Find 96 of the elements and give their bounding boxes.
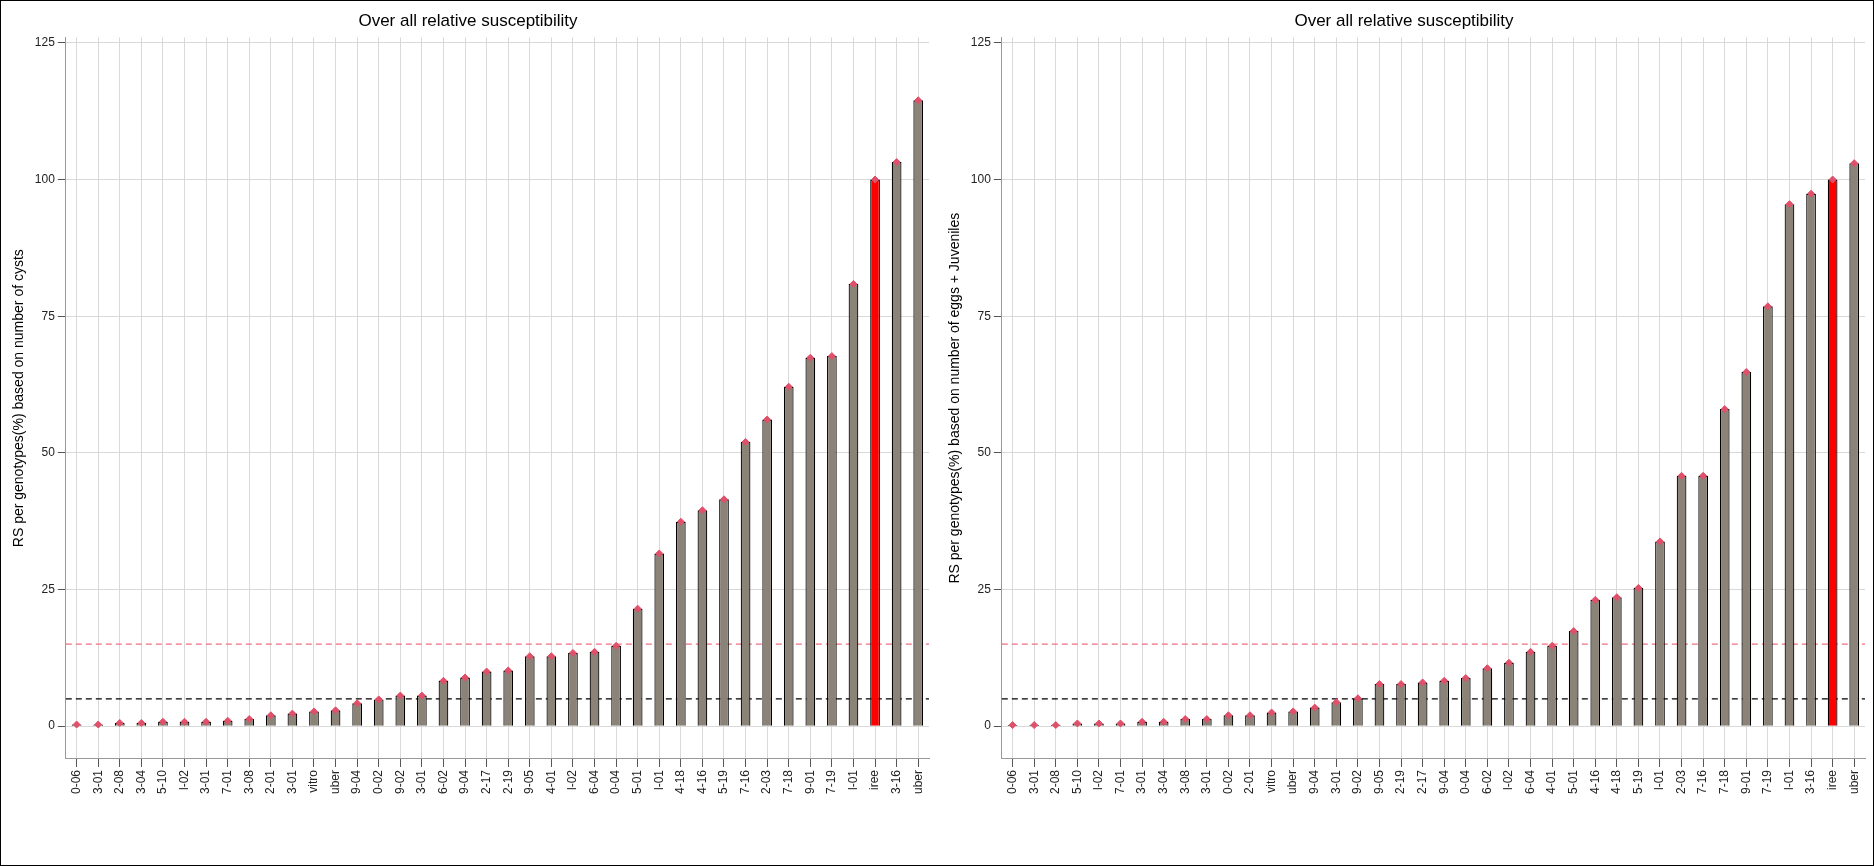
x-tick-label: 2-01	[1242, 769, 1257, 795]
x-tick-label: 6-02	[435, 769, 450, 795]
x-tick-label: 3-01	[284, 769, 299, 795]
x-tick-label: 9-04	[1307, 769, 1322, 795]
x-tick-label: 5-19	[716, 769, 731, 795]
y-tick-label: 75	[41, 308, 56, 323]
x-tick-label: uber	[910, 769, 925, 795]
x-tick-label: 6-04	[586, 769, 601, 795]
x-tick-label: 4-16	[694, 769, 709, 795]
y-tick-label: 0	[984, 718, 992, 733]
x-tick-label: 4-01	[543, 769, 558, 795]
x-tick-label: 9-01	[1738, 769, 1753, 795]
x-tick-label: 3-08	[241, 769, 256, 795]
x-tick-label: l-01	[1652, 769, 1667, 790]
x-tick-label: iree	[867, 769, 882, 790]
x-tick-label: l-01	[845, 769, 860, 790]
x-tick-label: 9-04	[1436, 769, 1451, 795]
x-tick-label: 3-16	[1803, 769, 1818, 795]
x-tick-label: 2-17	[478, 769, 493, 795]
chart-title: Over all relative susceptibility	[1294, 10, 1515, 30]
y-tick-label: 0	[48, 718, 56, 733]
x-tick-label: 2-03	[1673, 769, 1688, 795]
x-tick-label: 5-10	[1069, 769, 1084, 795]
x-tick-label: 4-18	[1609, 769, 1624, 795]
x-tick-label: 0-04	[608, 769, 623, 795]
x-tick-label: 5-10	[155, 769, 170, 795]
x-tick-label: l-01	[651, 769, 666, 790]
x-tick-label: l-01	[1781, 769, 1796, 790]
x-tick-label: 4-16	[1587, 769, 1602, 795]
x-tick-label: 9-05	[522, 769, 537, 795]
y-tick-label: 100	[34, 171, 56, 186]
x-tick-label: 3-01	[198, 769, 213, 795]
x-tick-label: 0-06	[68, 769, 83, 795]
x-tick-label: l-02	[565, 769, 580, 790]
x-tick-label: 5-19	[1630, 769, 1645, 795]
x-tick-label: 6-04	[1522, 769, 1537, 795]
y-tick-label: 25	[41, 581, 56, 596]
x-tick-label: 3-04	[133, 769, 148, 795]
y-tick-label: 75	[977, 308, 992, 323]
x-tick-label: 7-19	[1760, 769, 1775, 795]
x-tick-label: 0-02	[371, 769, 386, 795]
x-tick-label: 5-01	[1565, 769, 1580, 795]
x-tick-label: 9-02	[392, 769, 407, 795]
x-tick-label: uber	[1285, 769, 1300, 795]
x-tick-label: uber	[327, 769, 342, 795]
x-tick-label: 7-16	[1695, 769, 1710, 795]
x-tick-label: 4-18	[673, 769, 688, 795]
x-tick-label: 4-01	[1544, 769, 1559, 795]
x-tick-label: iree	[1824, 769, 1839, 790]
x-tick-label: 7-19	[824, 769, 839, 795]
x-tick-label: 2-19	[1393, 769, 1408, 795]
x-tick-label: uber	[1846, 769, 1861, 795]
x-tick-label: 3-01	[90, 769, 105, 795]
x-tick-label: 0-02	[1220, 769, 1235, 795]
x-tick-label: 9-01	[802, 769, 817, 795]
x-tick-label: 2-03	[759, 769, 774, 795]
y-tick-label: 125	[34, 35, 56, 50]
x-tick-label: 2-01	[263, 769, 278, 795]
x-tick-label: 9-05	[1371, 769, 1386, 795]
x-tick-label: 3-01	[1328, 769, 1343, 795]
x-tick-label: 3-01	[1026, 769, 1041, 795]
chart-title: Over all relative susceptibility	[358, 10, 579, 30]
x-tick-label: l-02	[176, 769, 191, 790]
y-tick-label: 50	[41, 445, 56, 460]
y-axis-title: RS per genotypes(%) based on number of eggs + Juveniles	[946, 212, 963, 584]
x-tick-label: 7-18	[781, 769, 796, 795]
y-tick-label: 25	[977, 581, 992, 596]
x-tick-label: 2-17	[1414, 769, 1429, 795]
x-tick-label: 9-02	[1350, 769, 1365, 795]
x-tick-label: 0-04	[1458, 769, 1473, 795]
x-tick-label: 2-19	[500, 769, 515, 795]
y-tick-label: 100	[970, 171, 992, 186]
x-tick-label: 3-16	[888, 769, 903, 795]
x-tick-label: 7-01	[1112, 769, 1127, 795]
x-tick-label: l-02	[1501, 769, 1516, 790]
x-tick-label: 2-08	[1048, 769, 1063, 795]
y-axis-title: RS per genotypes(%) based on number of cysts	[10, 249, 27, 548]
x-tick-label: 2-08	[112, 769, 127, 795]
y-tick-label: 125	[970, 35, 992, 50]
x-tick-label: 6-02	[1479, 769, 1494, 795]
x-tick-label: 3-04	[1155, 769, 1170, 795]
x-tick-label: 3-01	[1134, 769, 1149, 795]
x-tick-label: vitro	[306, 769, 321, 793]
x-tick-label: 7-16	[737, 769, 752, 795]
x-tick-label: 5-01	[629, 769, 644, 795]
x-tick-label: 0-06	[1004, 769, 1019, 795]
x-tick-label: 9-04	[457, 769, 472, 795]
y-tick-label: 50	[977, 445, 992, 460]
x-tick-label: 3-01	[414, 769, 429, 795]
x-tick-label: 9-04	[349, 769, 364, 795]
x-tick-label: 3-01	[1199, 769, 1214, 795]
x-tick-label: 7-01	[219, 769, 234, 795]
x-tick-label: 7-18	[1717, 769, 1732, 795]
x-tick-label: l-02	[1091, 769, 1106, 790]
x-tick-label: vitro	[1263, 769, 1278, 793]
x-tick-label: 3-08	[1177, 769, 1192, 795]
